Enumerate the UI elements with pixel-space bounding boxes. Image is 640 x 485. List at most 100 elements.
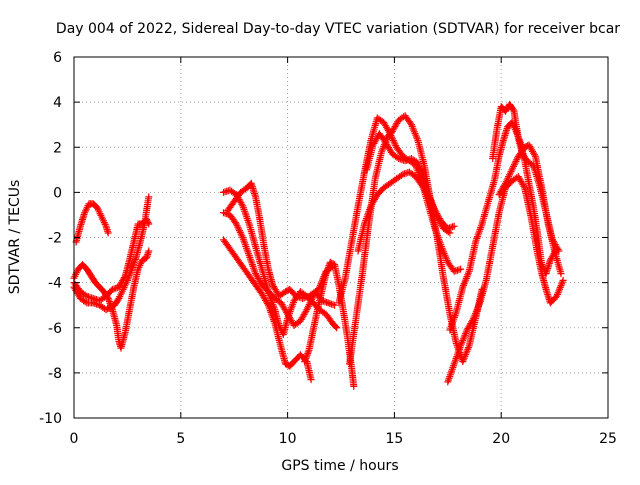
- data-point-markers: [527, 213, 541, 255]
- data-point-markers: [326, 258, 337, 268]
- data-point-markers: [102, 304, 113, 314]
- data-point-markers: [136, 222, 148, 246]
- data-point-markers: [318, 271, 330, 296]
- data-point-markers: [386, 176, 399, 187]
- data-point-markers: [121, 308, 133, 336]
- data-point-markers: [538, 184, 552, 226]
- data-point-markers: [510, 107, 522, 140]
- data-point-markers: [96, 283, 107, 294]
- data-point-markers: [452, 285, 466, 316]
- data-point-markers: [489, 127, 501, 162]
- data-point-markers: [252, 270, 265, 287]
- data-point-markers: [401, 112, 414, 127]
- data-point-markers: [130, 222, 142, 246]
- data-point-markers: [119, 278, 130, 293]
- y-tick-label: 6: [53, 50, 62, 66]
- data-point-markers: [393, 172, 405, 183]
- data-point-markers: [523, 157, 536, 168]
- data-point-markers: [373, 114, 386, 125]
- data-point-markers: [444, 362, 458, 386]
- data-point-markers: [433, 213, 447, 231]
- data-point-markers: [102, 222, 112, 237]
- data-point-markers: [388, 150, 401, 161]
- data-point-markers: [502, 168, 515, 187]
- data-point-markers: [354, 170, 368, 210]
- data-point-markers: [476, 278, 490, 307]
- ticks: 0 5 10 15 20 25 -10 -8 -6 -4 -2 0 2 4 6: [39, 50, 617, 447]
- data-point-markers: [115, 287, 126, 302]
- data-point-markers: [258, 281, 271, 294]
- data-point-markers: [544, 220, 558, 253]
- data-point-markers: [414, 137, 428, 167]
- y-tick-label: 0: [53, 185, 62, 201]
- x-tick-label: 0: [70, 431, 79, 447]
- data-point-markers: [514, 173, 528, 190]
- data-point-markers: [245, 220, 259, 249]
- data-point-markers: [260, 243, 272, 271]
- data-point-markers: [143, 215, 153, 228]
- data-point-markers: [232, 220, 246, 240]
- data-point-markers: [459, 344, 472, 366]
- series-trace-c: [72, 200, 112, 246]
- data-point-markers: [230, 190, 243, 205]
- data-point-markers: [111, 296, 122, 309]
- data-point-markers: [348, 204, 362, 246]
- data-point-markers: [331, 261, 342, 287]
- y-axis-label: SDTVAR / TECUs: [7, 180, 23, 295]
- data-point-markers: [382, 139, 395, 156]
- data-point-markers: [440, 274, 454, 316]
- data-point-markers: [506, 100, 517, 114]
- data-point-markers: [271, 294, 284, 306]
- data-point-markers: [226, 186, 239, 197]
- data-point-markers: [115, 274, 128, 291]
- data-point-markers: [252, 243, 265, 271]
- data-point-markers: [463, 316, 476, 334]
- data-point-markers: [252, 281, 265, 296]
- data-point-markers: [239, 234, 252, 258]
- data-point-markers: [375, 130, 389, 145]
- data-point-markers: [346, 317, 360, 368]
- data-point-markers: [427, 195, 440, 219]
- data-point-markers: [358, 222, 372, 278]
- data-point-markers: [433, 234, 447, 280]
- data-point-markers: [440, 225, 454, 237]
- data-point-markers: [491, 154, 503, 183]
- data-point-markers: [444, 258, 457, 274]
- data-point-markers: [521, 142, 531, 151]
- data-point-markers: [519, 150, 530, 163]
- data-point-markers: [89, 200, 100, 211]
- data-point-markers: [138, 255, 149, 264]
- data-point-markers: [363, 143, 376, 174]
- data-point-markers: [220, 236, 233, 251]
- data-point-markers: [301, 348, 312, 366]
- y-tick-label: 2: [53, 140, 62, 156]
- series-trace-m: [363, 130, 454, 237]
- data-point-markers: [134, 258, 145, 273]
- data-point-markers: [226, 245, 239, 260]
- data-points: [70, 100, 567, 390]
- data-point-markers: [551, 247, 565, 278]
- data-point-markers: [126, 240, 137, 264]
- data-point-markers: [361, 204, 374, 228]
- data-point-markers: [367, 192, 380, 210]
- data-point-markers: [354, 222, 368, 255]
- data-point-markers: [83, 265, 94, 278]
- data-point-markers: [76, 294, 89, 306]
- data-point-markers: [465, 317, 479, 350]
- data-point-markers: [79, 261, 90, 272]
- data-point-markers: [457, 328, 470, 350]
- data-point-markers: [81, 202, 92, 217]
- data-point-markers: [130, 267, 142, 291]
- data-point-markers: [296, 307, 310, 325]
- data-point-markers: [224, 199, 237, 214]
- data-point-markers: [450, 265, 465, 275]
- data-point-markers: [546, 294, 559, 307]
- data-point-markers: [489, 211, 503, 250]
- data-point-markers: [305, 328, 317, 354]
- data-point-markers: [348, 364, 358, 390]
- data-point-markers: [143, 247, 153, 262]
- data-point-markers: [388, 118, 402, 135]
- chart-title: Day 004 of 2022, Sidereal Day-to-day VTE…: [56, 21, 620, 37]
- data-point-markers: [521, 184, 535, 219]
- data-point-markers: [239, 263, 252, 278]
